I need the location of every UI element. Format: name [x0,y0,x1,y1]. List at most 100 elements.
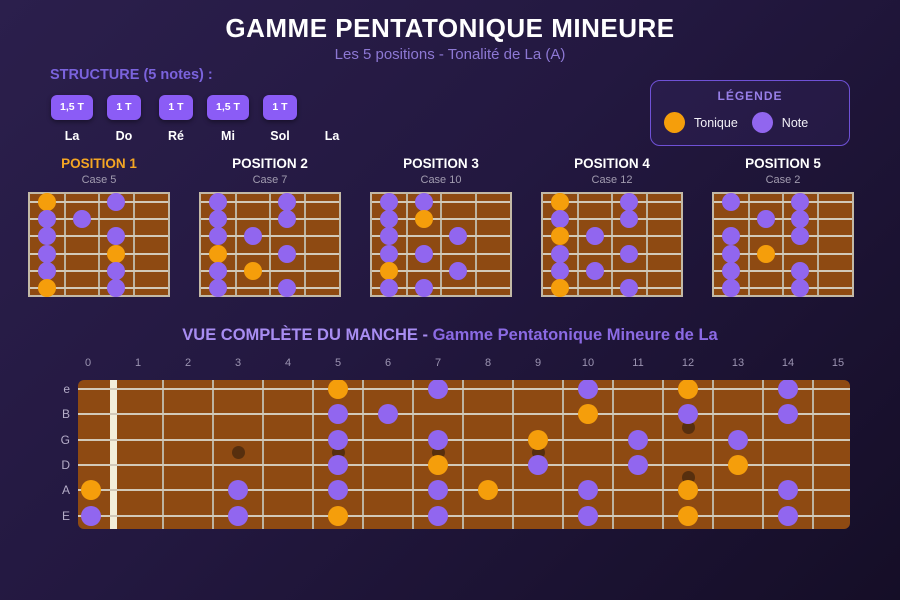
fret-wire [747,194,750,295]
note-dot [578,505,598,526]
note-dot [107,261,126,280]
note-dot [551,244,570,263]
tonique-dot [528,429,548,450]
tonique-dot [728,454,748,475]
interval-chip-3: 1 T [159,95,193,120]
string-line [543,218,681,221]
fret-wire [576,194,579,295]
note-dot [380,210,399,229]
note-dot [328,480,348,501]
full-fretboard-diagram [78,380,850,529]
fret-wire [812,380,814,529]
position-1-case: Case 5 [81,174,117,186]
legend-label-tonique: Tonique [694,115,738,130]
note-dot [278,210,297,229]
note-dot [38,210,57,229]
fret-number: 5 [334,357,342,369]
scale-note-mi: Mi [221,129,235,143]
fret-number: 10 [581,357,595,369]
legend-title: LÉGENDE [717,89,783,103]
note-dot [551,210,570,229]
fret-wire [462,380,464,529]
position-2-diagram [199,192,341,297]
fret-number: 6 [384,357,392,369]
string-label: B [61,407,70,422]
string-label: G [60,432,70,447]
legend-items: Tonique Note [664,112,849,133]
fretboard-title-sub: Gamme Pentatonique Mineure de La [432,326,718,344]
position-3-block: POSITION 3 Case 10 [370,156,512,297]
structure-label: STRUCTURE (5 notes) : [50,67,213,83]
interval-chip-cell: 1,5 T [46,95,98,120]
note-dot [81,505,101,526]
note-dot [449,261,468,280]
string-line [78,388,850,390]
tonique-dot [551,227,570,246]
tonique-dot [578,404,598,425]
tonique-dot [328,380,348,399]
interval-chip-2: 1 T [107,95,141,120]
tonique-dot [756,244,775,263]
position-3-title: POSITION 3 [403,156,479,171]
fret-number: 7 [434,357,442,369]
note-dot [428,480,448,501]
tonique-dot [81,480,101,501]
tonique-dot [678,505,698,526]
tonique-dot [328,505,348,526]
fret-number: 1 [134,357,142,369]
fret-number: 0 [84,357,92,369]
tonique-dot [243,261,262,280]
note-dot [722,261,741,280]
string-line [30,287,168,289]
string-line [543,252,681,255]
legend-label-note: Note [781,115,809,130]
position-2-block: POSITION 2 Case 7 [199,156,341,297]
fret-wire [234,194,237,295]
tonique-dot [380,261,399,280]
tonique-dot [38,193,57,211]
fretboard-title-main: VUE COMPLÈTE DU MANCHE - [182,326,433,344]
fret-wire [63,194,66,295]
interval-chip-1: 1,5 T [51,95,93,120]
string-label: A [61,483,70,498]
fret-wire [440,194,442,295]
fret-wire [782,194,784,295]
note-dot [428,380,448,399]
note-dot [428,429,448,450]
note-dot [414,193,433,211]
note-dot [628,454,648,475]
fret-number: 11 [632,357,644,369]
note-dot [791,193,810,211]
note-dot [380,227,399,246]
interval-chip-cell: 1 T [150,95,202,120]
fret-wire [303,194,306,295]
string-line [30,201,168,203]
legend-box: LÉGENDE Tonique Note [650,80,850,146]
note-dot [778,480,798,501]
note-dot [209,279,228,297]
position-1-title: POSITION 1 [61,156,137,171]
note-dot [380,193,399,211]
fret-number: 2 [184,357,192,369]
string-line [30,235,168,238]
string-line [714,269,852,272]
note-dot [278,193,297,211]
string-line [201,287,339,289]
note-dot [578,480,598,501]
fret-wire [312,380,314,529]
fret-wire [405,194,408,295]
tonique-dot [209,244,228,263]
fret-wire [612,380,614,529]
note-dot [278,279,297,297]
fret-wire [662,380,664,529]
fret-wire [262,380,264,529]
interval-chip-cell: 1,5 T [202,95,254,120]
scale-note-la: La [64,129,80,143]
string-line [30,218,168,221]
note-dot [38,227,57,246]
note-dot [578,380,598,399]
position-4-title: POSITION 4 [574,156,650,171]
note-dot [778,380,798,399]
